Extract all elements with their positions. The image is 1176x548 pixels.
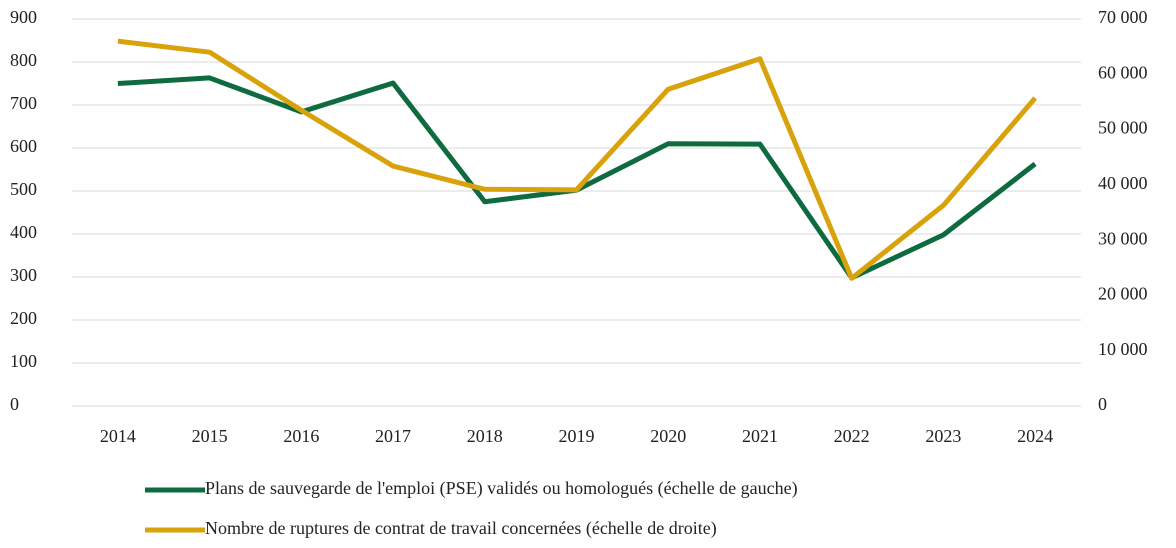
y-tick-label: 100 bbox=[10, 351, 37, 371]
series-line bbox=[117, 75, 1037, 281]
legend-label: Nombre de ruptures de contrat de travail… bbox=[205, 518, 717, 539]
y-tick-label: 300 bbox=[10, 265, 37, 285]
y-tick-label: 500 bbox=[10, 179, 37, 199]
y2-tick-label: 20 000 bbox=[1098, 284, 1148, 304]
y2-tick-label: 70 000 bbox=[1098, 7, 1148, 27]
y-tick-label: 600 bbox=[10, 136, 37, 156]
y2-tick-label: 50 000 bbox=[1098, 118, 1148, 138]
x-tick-label: 2017 bbox=[375, 426, 411, 446]
x-tick-label: 2014 bbox=[100, 426, 136, 446]
y2-tick-label: 40 000 bbox=[1098, 173, 1148, 193]
x-tick-label: 2024 bbox=[1017, 426, 1053, 446]
y-tick-label: 200 bbox=[10, 308, 37, 328]
x-tick-label: 2018 bbox=[467, 426, 503, 446]
x-tick-label: 2023 bbox=[925, 426, 961, 446]
series-line bbox=[117, 38, 1038, 281]
y-tick-label: 0 bbox=[10, 394, 19, 414]
y2-tick-label: 0 bbox=[1098, 394, 1107, 414]
y-tick-label: 400 bbox=[10, 222, 37, 242]
x-tick-label: 2019 bbox=[559, 426, 595, 446]
legend-label: Plans de sauvegarde de l'emploi (PSE) va… bbox=[205, 478, 798, 499]
y-tick-label: 700 bbox=[10, 93, 37, 113]
x-tick-label: 2022 bbox=[834, 426, 870, 446]
x-tick-label: 2016 bbox=[283, 426, 319, 446]
x-tick-label: 2020 bbox=[650, 426, 686, 446]
y2-tick-label: 30 000 bbox=[1098, 228, 1148, 248]
x-tick-label: 2015 bbox=[192, 426, 228, 446]
x-tick-label: 2021 bbox=[742, 426, 778, 446]
y2-tick-label: 60 000 bbox=[1098, 62, 1148, 82]
y-tick-label: 900 bbox=[10, 7, 37, 27]
y-tick-label: 800 bbox=[10, 50, 37, 70]
y2-tick-label: 10 000 bbox=[1098, 339, 1148, 359]
